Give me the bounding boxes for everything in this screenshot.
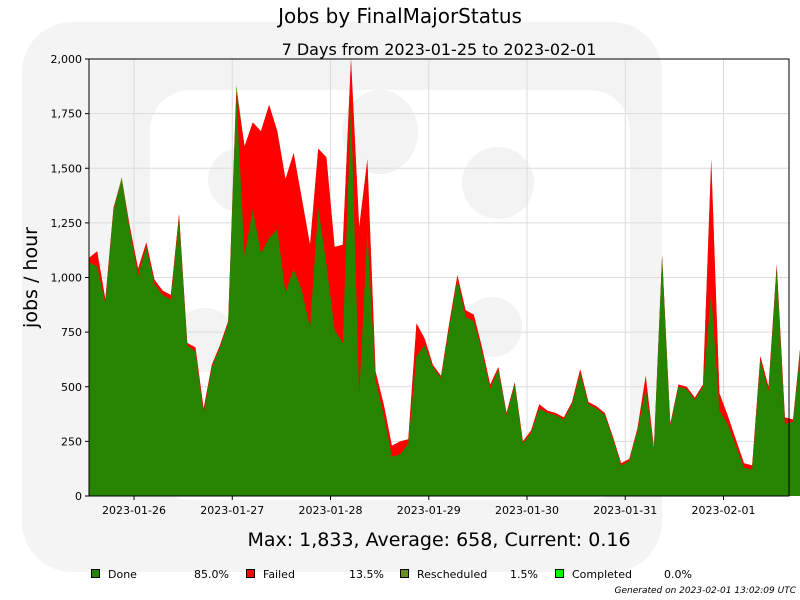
legend-label-rescheduled: Rescheduled: [417, 568, 488, 581]
legend-pct-done: 85.0%: [194, 568, 229, 581]
chart-subtitle: 7 Days from 2023-01-25 to 2023-02-01: [281, 40, 597, 59]
legend-label-completed: Completed: [572, 568, 632, 581]
legend-pct-rescheduled: 1.5%: [510, 568, 538, 581]
legend-pct-completed: 0.0%: [664, 568, 692, 581]
series-areas: [89, 59, 800, 496]
y-tick-label: 500: [61, 381, 82, 394]
legend-label-done: Done: [108, 568, 137, 581]
x-tick-label: 2023-01-29: [397, 504, 461, 517]
summary-stats: Max: 1,833, Average: 658, Current: 0.16: [247, 529, 631, 551]
y-tick-label: 1,750: [51, 108, 83, 121]
y-tick-label: 1,500: [51, 162, 83, 175]
y-tick-label: 250: [61, 435, 82, 448]
legend: Done 85.0% Failed 13.5% Rescheduled 1.5%…: [0, 568, 800, 582]
legend-swatch-failed: [246, 569, 255, 578]
x-tick-label: 2023-01-30: [495, 504, 559, 517]
series-area-done: [89, 96, 800, 496]
legend-swatch-rescheduled: [400, 569, 409, 578]
chart-title: Jobs by FinalMajorStatus: [278, 4, 522, 28]
x-tick-label: 2023-01-27: [200, 504, 264, 517]
legend-swatch-completed: [555, 569, 564, 578]
x-tick-label: 2023-01-26: [102, 504, 166, 517]
y-tick-label: 0: [75, 490, 82, 503]
y-tick-label: 1,000: [51, 272, 83, 285]
x-axis: 2023-01-26 2023-01-27 2023-01-28 2023-01-29…: [102, 496, 755, 517]
y-tick-label: 1,250: [51, 217, 83, 230]
x-tick-label: 2023-01-31: [593, 504, 657, 517]
legend-swatch-done: [91, 569, 100, 578]
y-tick-label: 2,000: [51, 53, 83, 66]
x-tick-label: 2023-02-01: [692, 504, 756, 517]
x-tick-label: 2023-01-28: [299, 504, 363, 517]
y-axis: 0 250 500 750 1,000 1,250 1,500 1,750 2,000: [51, 53, 89, 503]
y-tick-label: 750: [61, 326, 82, 339]
generated-timestamp: Generated on 2023-02-01 13:02:09 UTC: [614, 586, 797, 596]
legend-label-failed: Failed: [263, 568, 295, 581]
legend-pct-failed: 13.5%: [349, 568, 384, 581]
y-axis-label: jobs / hour: [20, 227, 42, 329]
